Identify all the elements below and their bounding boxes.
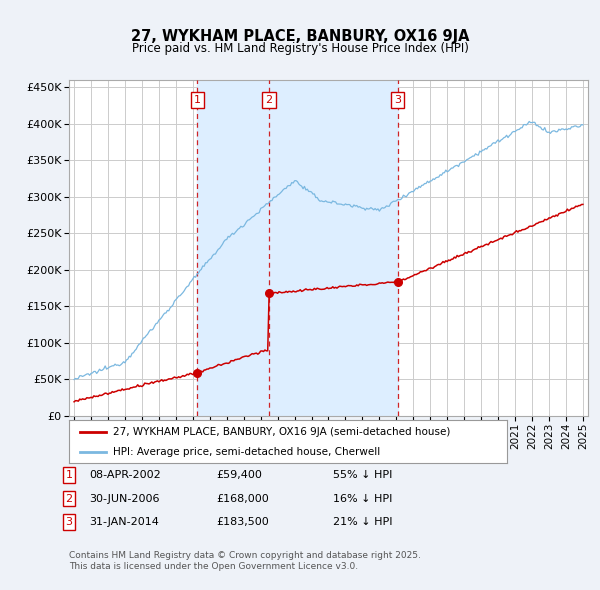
Text: 3: 3 [65, 517, 73, 527]
Text: 55% ↓ HPI: 55% ↓ HPI [333, 470, 392, 480]
Text: 08-APR-2002: 08-APR-2002 [89, 470, 161, 480]
Text: 27, WYKHAM PLACE, BANBURY, OX16 9JA: 27, WYKHAM PLACE, BANBURY, OX16 9JA [131, 29, 469, 44]
Text: Price paid vs. HM Land Registry's House Price Index (HPI): Price paid vs. HM Land Registry's House … [131, 42, 469, 55]
Text: 16% ↓ HPI: 16% ↓ HPI [333, 494, 392, 503]
Text: 21% ↓ HPI: 21% ↓ HPI [333, 517, 392, 527]
Text: 3: 3 [394, 95, 401, 105]
Text: 1: 1 [65, 470, 73, 480]
Text: 2: 2 [65, 494, 73, 503]
Text: 31-JAN-2014: 31-JAN-2014 [89, 517, 158, 527]
Text: £168,000: £168,000 [216, 494, 269, 503]
Text: £59,400: £59,400 [216, 470, 262, 480]
Text: 27, WYKHAM PLACE, BANBURY, OX16 9JA (semi-detached house): 27, WYKHAM PLACE, BANBURY, OX16 9JA (sem… [113, 427, 450, 437]
Text: This data is licensed under the Open Government Licence v3.0.: This data is licensed under the Open Gov… [69, 562, 358, 571]
Text: Contains HM Land Registry data © Crown copyright and database right 2025.: Contains HM Land Registry data © Crown c… [69, 551, 421, 560]
Text: 30-JUN-2006: 30-JUN-2006 [89, 494, 160, 503]
Bar [197, 80, 269, 416]
Text: 1: 1 [194, 95, 201, 105]
Text: HPI: Average price, semi-detached house, Cherwell: HPI: Average price, semi-detached house,… [113, 447, 380, 457]
Bar [269, 80, 398, 416]
Text: 2: 2 [266, 95, 272, 105]
Text: £183,500: £183,500 [216, 517, 269, 527]
